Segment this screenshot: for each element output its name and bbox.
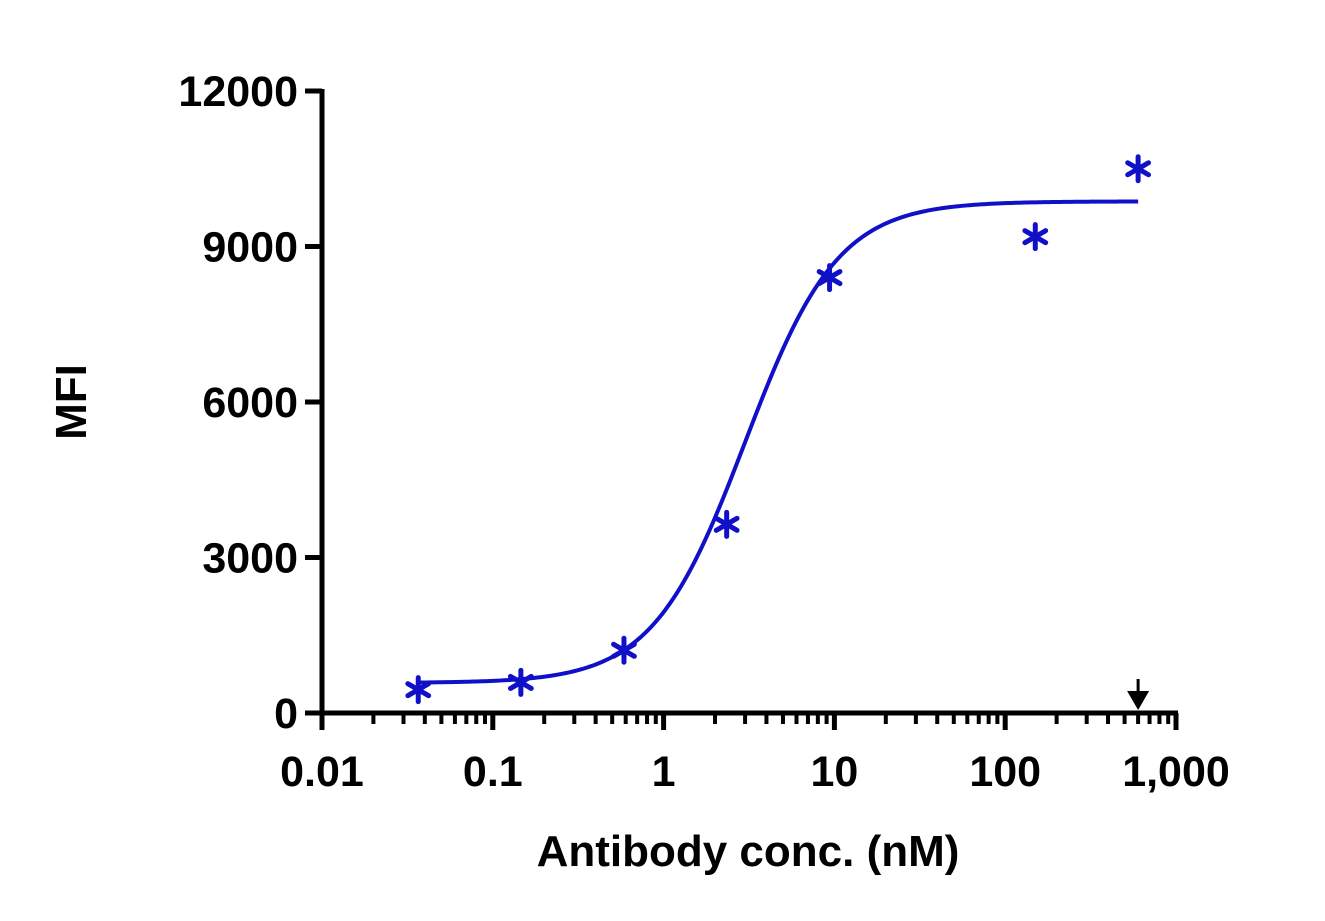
x-tick-label: 0.01 xyxy=(280,748,364,796)
data-point xyxy=(1022,222,1049,252)
asterisk-stroke xyxy=(816,269,843,287)
data-point xyxy=(611,635,637,665)
asterisk-stroke xyxy=(713,515,740,533)
y-tick-label: 6000 xyxy=(202,379,298,427)
x-tick-label: 1,000 xyxy=(1122,748,1230,796)
data-point xyxy=(507,667,534,697)
x-tick-label: 100 xyxy=(969,748,1041,796)
y-ticks: 0 3000 6000 9000 12000 xyxy=(178,68,322,738)
x-ticks: 0.01 0.1 1 10 100 1,000 xyxy=(280,713,1230,796)
data-points xyxy=(405,154,1151,705)
asterisk-stroke xyxy=(405,681,432,699)
asterisk-stroke xyxy=(611,641,637,659)
x-axis-title: Antibody conc. (nM) xyxy=(537,827,960,876)
y-tick-label: 3000 xyxy=(202,535,298,583)
y-axis-title: MFI xyxy=(47,364,96,440)
y-tick-label: 9000 xyxy=(202,224,298,272)
annotations xyxy=(1127,679,1150,710)
asterisk-stroke xyxy=(507,673,534,691)
fit-curve xyxy=(418,199,1139,685)
x-tick-label: 10 xyxy=(810,748,858,796)
axes xyxy=(319,89,1178,716)
data-point xyxy=(1125,154,1151,184)
asterisk-stroke xyxy=(1022,228,1049,246)
y-tick-label: 0 xyxy=(274,690,298,738)
x-tick-label: 1 xyxy=(652,748,676,796)
x-tick-label: 0.1 xyxy=(463,748,523,796)
data-point xyxy=(405,675,432,705)
asterisk-stroke xyxy=(1125,160,1151,178)
data-point xyxy=(816,263,843,293)
y-tick-label: 12000 xyxy=(178,68,298,116)
arrow-down-icon xyxy=(1127,691,1150,710)
data-point xyxy=(713,509,740,539)
